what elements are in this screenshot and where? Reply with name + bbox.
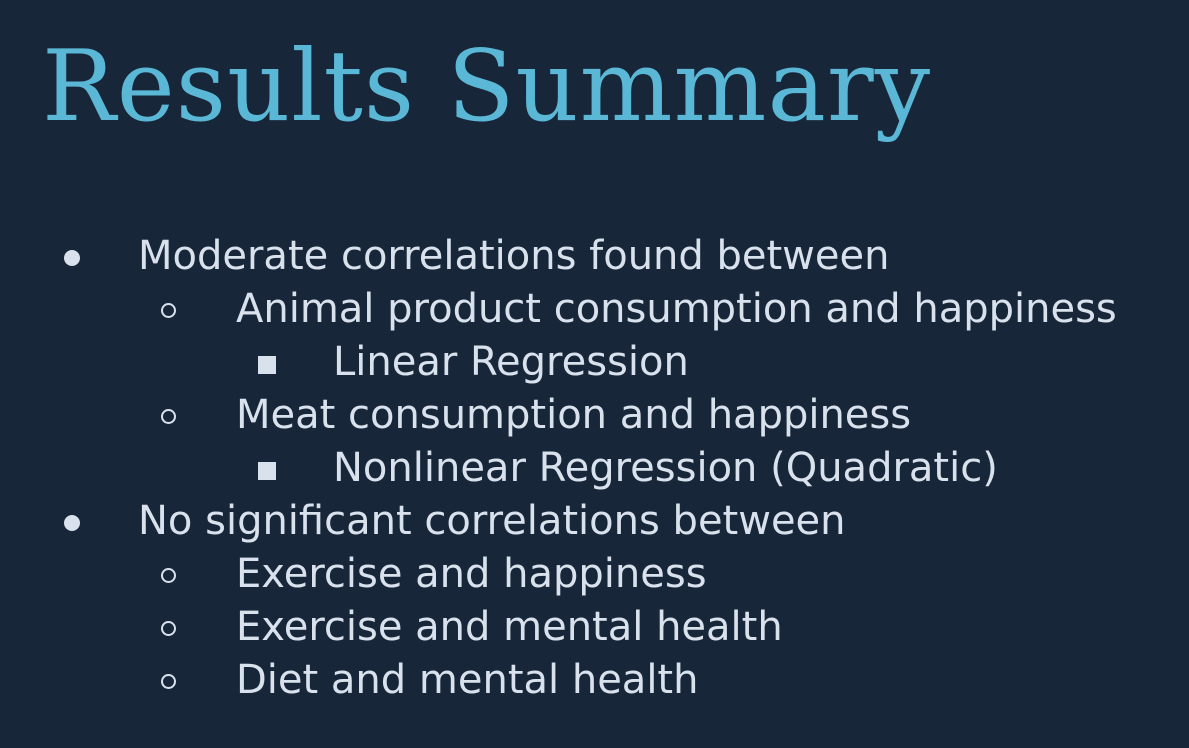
- filled-square-bullet-icon: [258, 442, 276, 495]
- list-item: Moderate correlations found between: [0, 230, 1189, 283]
- slide-title: Results Summary: [42, 30, 932, 144]
- list-item: No significant correlations between: [0, 495, 1189, 548]
- list-item: Linear Regression: [0, 336, 1189, 389]
- list-item-text: Diet and mental health: [236, 657, 699, 703]
- list-item-text: Nonlinear Regression (Quadratic): [333, 445, 998, 491]
- list-item: Nonlinear Regression (Quadratic): [0, 442, 1189, 495]
- hollow-circle-bullet-icon: [161, 389, 176, 442]
- filled-square-bullet-icon: [258, 336, 276, 389]
- hollow-circle-bullet-icon: [161, 654, 176, 707]
- list-item: Exercise and happiness: [0, 548, 1189, 601]
- list-item: Diet and mental health: [0, 654, 1189, 707]
- list-item: Animal product consumption and happiness: [0, 283, 1189, 336]
- list-item-text: Moderate correlations found between: [138, 233, 890, 279]
- list-item-text: Exercise and mental health: [236, 604, 783, 650]
- filled-circle-bullet-icon: [64, 495, 80, 548]
- filled-circle-bullet-icon: [64, 230, 80, 283]
- hollow-circle-bullet-icon: [161, 283, 176, 336]
- list-item-text: Linear Regression: [333, 339, 689, 385]
- hollow-circle-bullet-icon: [161, 601, 176, 654]
- list-item: Exercise and mental health: [0, 601, 1189, 654]
- list-item-text: No significant correlations between: [138, 498, 846, 544]
- hollow-circle-bullet-icon: [161, 548, 176, 601]
- list-item-text: Animal product consumption and happiness: [236, 286, 1117, 332]
- bullet-list: Moderate correlations found between Anim…: [0, 230, 1189, 707]
- list-item-text: Meat consumption and happiness: [236, 392, 912, 438]
- list-item-text: Exercise and happiness: [236, 551, 707, 597]
- list-item: Meat consumption and happiness: [0, 389, 1189, 442]
